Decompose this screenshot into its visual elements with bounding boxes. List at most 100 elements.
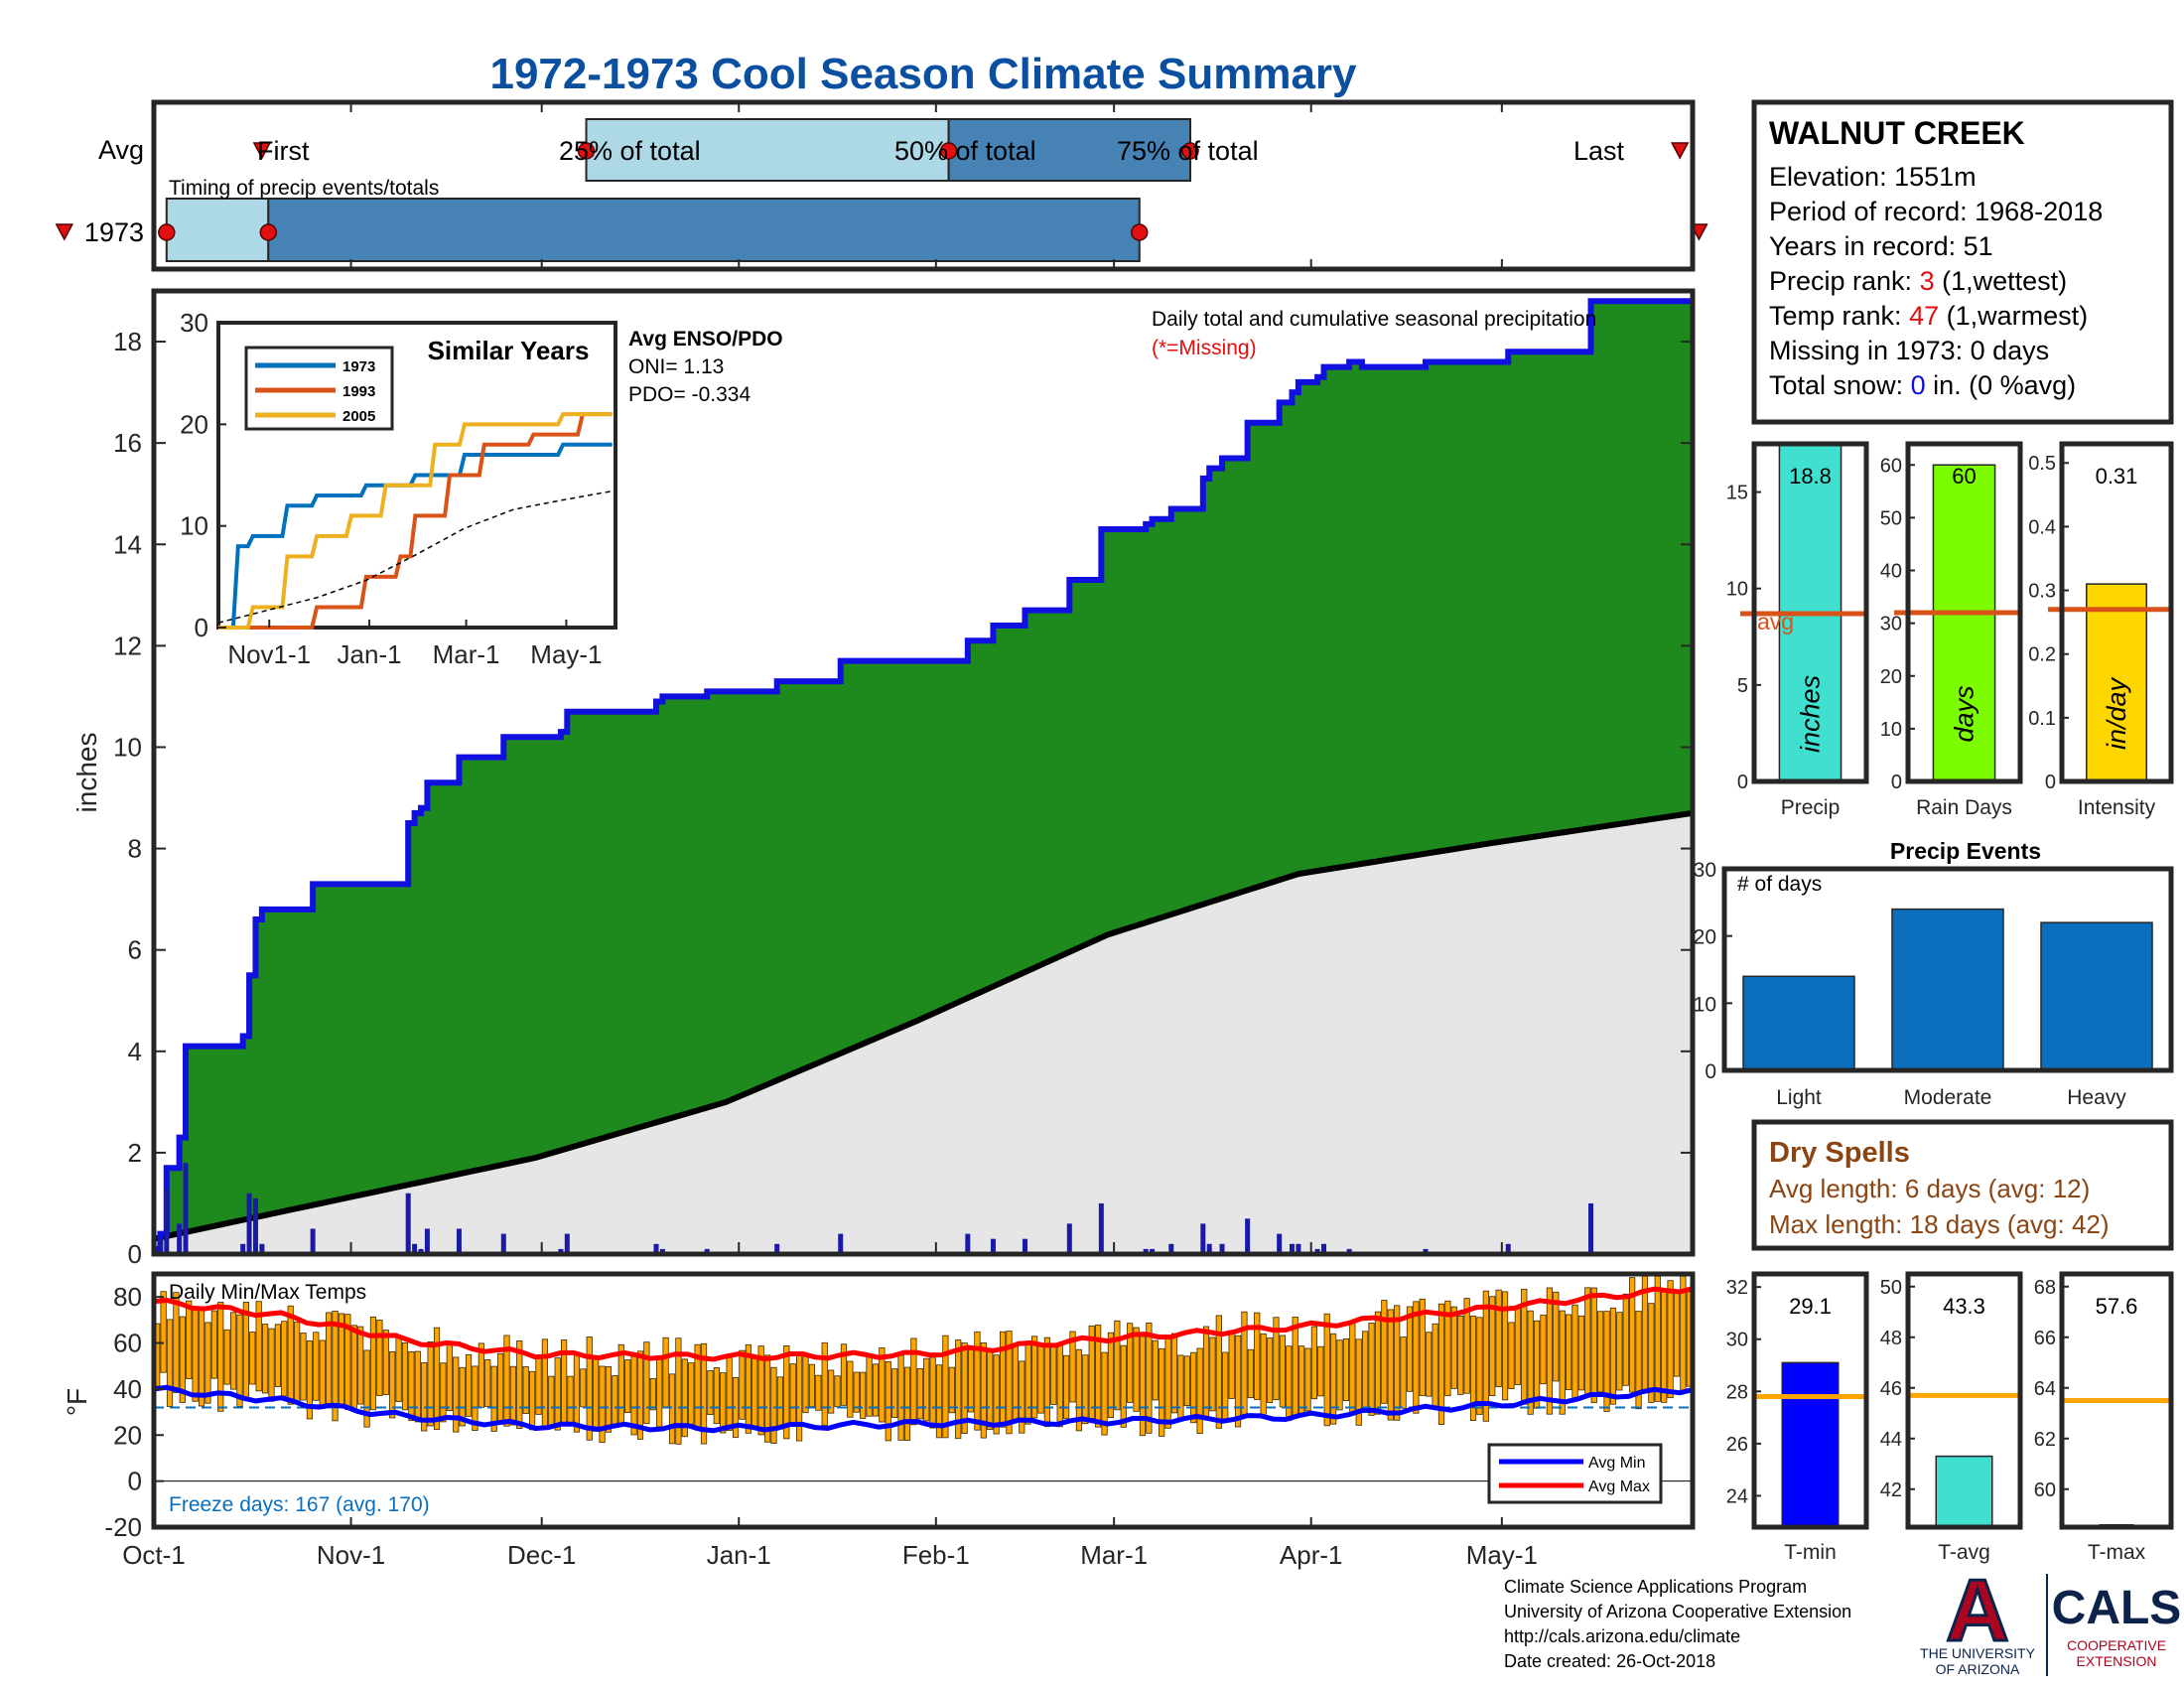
daily-temp-bar — [1254, 1312, 1261, 1400]
temp-y-tick-label: 40 — [113, 1374, 142, 1404]
inset-plot: 0 10 20 30 Nov1-1 Jan-1 Mar-1 May-1 — [180, 308, 613, 669]
daily-temp-bar — [173, 1292, 180, 1393]
stat-y-tick-label: 60 — [1880, 455, 1902, 477]
daily-temp-bar — [586, 1336, 593, 1441]
daily-temp-bar — [593, 1355, 600, 1432]
temp-y-tick-label: 20 — [113, 1420, 142, 1450]
stat-frame — [1751, 441, 1869, 784]
daily-temp-bar — [1177, 1354, 1184, 1419]
daily-precip-bar — [1150, 1248, 1156, 1254]
daily-temp-bar — [1667, 1280, 1674, 1399]
daily-temp-bar — [1432, 1323, 1438, 1408]
daily-temp-bar — [903, 1366, 911, 1441]
timing-row-1973: 1973 — [84, 217, 144, 247]
daily-temp-bar — [1159, 1347, 1165, 1437]
daily-temp-bar — [789, 1363, 796, 1428]
dry-spells-frame — [1751, 1119, 2174, 1251]
daily-temp-bar — [1069, 1331, 1076, 1403]
stat-y-tick-label: 40 — [1880, 561, 1902, 583]
stat-y-tick-label: 0.3 — [2028, 581, 2056, 603]
daily-precip-bar — [659, 1248, 665, 1254]
daily-temp-bar — [1247, 1348, 1254, 1399]
daily-precip-bar — [1022, 1238, 1027, 1254]
daily-temp-bar — [294, 1322, 301, 1405]
stat-avg-label: avg — [1757, 609, 1794, 634]
temp-ylabel: °F — [62, 1388, 92, 1416]
daily-precip-bar — [456, 1228, 462, 1254]
daily-temp-bar — [1043, 1336, 1050, 1428]
daily-precip-bar — [500, 1233, 506, 1254]
daily-temp-bar — [1419, 1298, 1426, 1396]
1973-25-75-box — [267, 198, 1141, 262]
stat-unit-label: in/day — [2102, 676, 2131, 750]
daily-precip-bar — [1423, 1248, 1429, 1254]
daily-temp-bar — [1063, 1354, 1070, 1420]
event-y-tick-label: 0 — [1705, 1060, 1716, 1083]
stat-y-tick-label: 15 — [1726, 483, 1748, 504]
daily-precip-bar — [405, 1193, 411, 1254]
inset-y-tick-label: 10 — [180, 511, 208, 541]
daily-temp-bar — [192, 1307, 199, 1402]
main-y-ticks: 0 2 4 6 8 10 12 14 16 18 — [113, 327, 1693, 1269]
temp-stat-y-tick-label: 68 — [2034, 1277, 2056, 1299]
events-frame — [1721, 866, 2174, 1073]
daily-temp-bar — [205, 1322, 211, 1404]
daily-temp-bar — [1533, 1320, 1541, 1409]
daily-temp-bar — [1279, 1335, 1286, 1408]
stat-unit-label: inches — [1796, 675, 1826, 753]
daily-precip-bar — [259, 1243, 265, 1254]
daily-temp-bar — [675, 1337, 682, 1445]
temp-y-ticks: -20 0 20 40 60 80 — [104, 1282, 164, 1542]
1973-first-marker — [55, 223, 74, 241]
daily-temp-bar — [306, 1340, 314, 1420]
daily-temp-bar — [1444, 1300, 1451, 1397]
temp-stat-value-label: 43.3 — [1943, 1294, 1985, 1319]
daily-temp-bar — [1609, 1307, 1617, 1405]
temp-stat-y-tick-label: 48 — [1880, 1328, 1902, 1349]
event-category-label: Light — [1776, 1086, 1822, 1109]
daily-temp-bar — [1622, 1293, 1629, 1386]
main-chart-frame — [151, 288, 1696, 1257]
daily-temp-bar — [1222, 1351, 1229, 1421]
daily-temp-bar — [853, 1371, 860, 1413]
daily-temp-bar — [720, 1372, 727, 1434]
daily-precip-bar — [1314, 1248, 1320, 1254]
dry-spells-box: Dry Spells Avg length: 6 days (avg: 12) … — [1751, 1119, 2174, 1251]
stat-category-label: Intensity — [2078, 796, 2156, 819]
daily-temp-bar — [1030, 1336, 1038, 1419]
timing-p50-label: 50% of total — [894, 136, 1036, 166]
temp-y-tick-label: 80 — [113, 1282, 142, 1312]
daily-temp-bar — [1553, 1291, 1560, 1382]
daily-temp-bar — [516, 1340, 523, 1429]
dry-spells-max: Max length: 18 days (avg: 42) — [1769, 1209, 2110, 1239]
daily-temp-bar — [942, 1335, 949, 1439]
footer-line3: http://cals.arizona.edu/climate — [1504, 1626, 1740, 1646]
daily-precip-bar — [246, 1193, 252, 1254]
timing-row-avg: Avg — [98, 135, 144, 165]
temp-stat-category-label: T-min — [1784, 1541, 1837, 1564]
station-years: Years in record: 51 — [1769, 231, 1993, 261]
daily-temp-bar — [1616, 1312, 1623, 1391]
daily-temp-bar — [1349, 1322, 1356, 1413]
inset-x-tick-label: Nov1-1 — [227, 639, 311, 669]
cumulative-precip-line — [154, 298, 1693, 1252]
daily-temp-bar — [1654, 1275, 1661, 1402]
daily-temp-bar — [1164, 1335, 1171, 1429]
daily-temp-bar — [783, 1344, 790, 1440]
daily-temp-bar — [1152, 1339, 1159, 1401]
daily-precip-bar — [1200, 1223, 1206, 1254]
temp-stat-y-tick-label: 66 — [2034, 1328, 2056, 1349]
daily-precip-bar — [704, 1248, 710, 1254]
inset-series-2005 — [218, 412, 613, 630]
daily-temp-bar — [948, 1366, 955, 1414]
daily-precip-bar — [564, 1233, 570, 1254]
daily-temp-bar — [891, 1368, 898, 1418]
month-label: Mar-1 — [1080, 1540, 1148, 1570]
stat-y-tick-label: 10 — [1880, 719, 1902, 741]
daily-temp-bar — [580, 1368, 587, 1408]
daily-temp-bar — [573, 1351, 581, 1433]
inset-legend-label: 2005 — [342, 408, 375, 425]
daily-precip-bar — [558, 1248, 564, 1254]
temp-legend-frame — [1487, 1443, 1663, 1504]
month-label: Nov-1 — [317, 1540, 385, 1570]
